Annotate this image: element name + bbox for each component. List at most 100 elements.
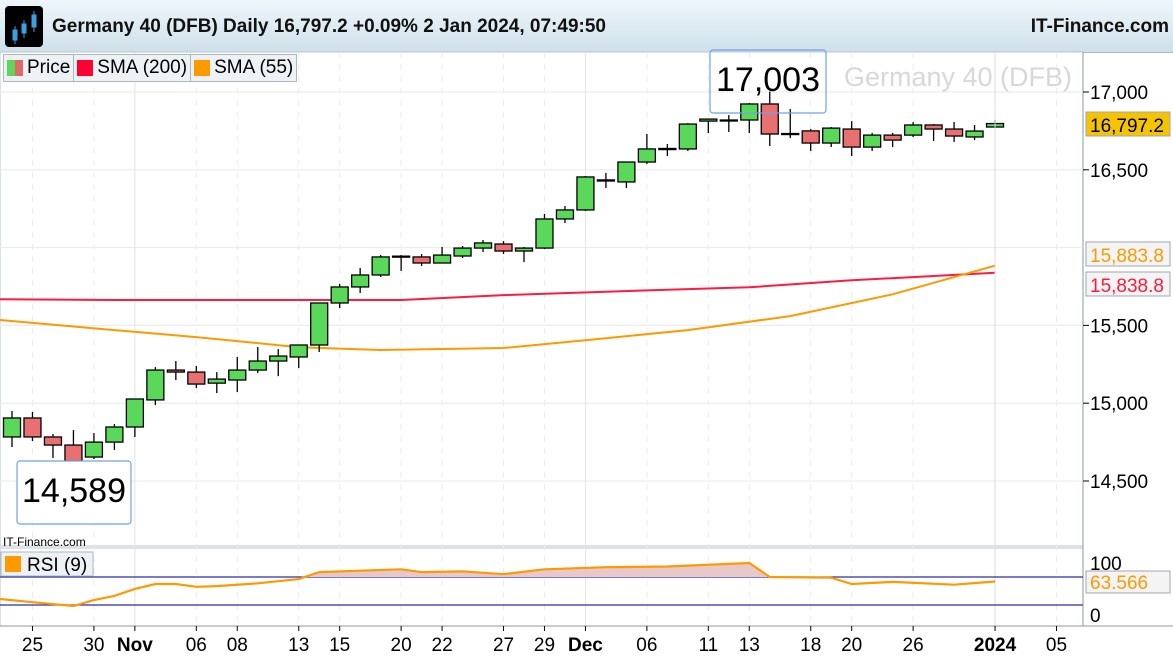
candle-body: [555, 209, 575, 220]
candle-body: [105, 426, 124, 443]
candle: [391, 255, 411, 271]
y-tick-label: 15,000: [1090, 394, 1148, 415]
candle-body: [863, 134, 882, 148]
candle: [514, 246, 534, 263]
candle: [678, 123, 697, 151]
x-tick-label: 20: [841, 635, 862, 656]
candle-body: [822, 127, 841, 144]
candle: [576, 176, 595, 212]
rsi-panel: [0, 547, 1084, 627]
candle-body: [883, 134, 902, 141]
legend-price[interactable]: Price: [4, 55, 75, 81]
candle: [903, 122, 923, 138]
x-tick-label: 25: [22, 635, 43, 656]
candle: [23, 411, 42, 442]
candle: [842, 121, 861, 156]
candle: [2, 410, 22, 448]
candle: [617, 161, 636, 189]
candle: [84, 433, 104, 460]
x-tick-label: 08: [227, 635, 248, 656]
candle: [330, 284, 349, 308]
candle-body: [125, 398, 145, 428]
candle-body: [351, 274, 370, 288]
low-annotation-box: [16, 460, 132, 525]
x-tick-label: 20: [391, 635, 412, 656]
legend-label: SMA (200): [97, 57, 188, 78]
candle-body: [84, 441, 104, 458]
sma200-value-label-box: [1085, 271, 1171, 297]
candle-body: [166, 369, 185, 373]
candle-body: [842, 128, 861, 148]
legend-sma200[interactable]: SMA (200): [74, 55, 192, 81]
candle-body: [146, 369, 165, 401]
y-tick-label: 15,500: [1090, 316, 1148, 337]
candle-body: [2, 417, 22, 438]
y-tick-label: 16,500: [1090, 161, 1148, 182]
rsi-value-label: 63.566: [1090, 573, 1148, 594]
x-tick-label: 15: [329, 635, 350, 656]
candle-body: [228, 369, 247, 381]
high-annotation-box: [709, 49, 827, 114]
price-panel: [0, 51, 1084, 547]
x-tick-label: 30: [83, 635, 104, 656]
last-price-label-box: [1085, 111, 1171, 137]
chart-header: Germany 40 (DFB) Daily 16,797.2 +0.09% 2…: [0, 0, 1173, 53]
candle-body: [330, 286, 349, 304]
candle: [822, 127, 841, 148]
candle-body: [43, 436, 63, 446]
candle-body: [514, 247, 534, 252]
candle-body: [965, 130, 984, 138]
candle: [535, 213, 554, 250]
candle-body: [310, 302, 329, 346]
candle-body: [289, 344, 308, 358]
candle-body: [64, 444, 83, 462]
candle-body: [658, 147, 677, 151]
x-tick-label: 29: [534, 635, 555, 656]
legend-label: Price: [27, 57, 71, 78]
candle: [555, 206, 575, 224]
candle: [637, 134, 657, 165]
candle: [699, 118, 718, 134]
rsi-tick-label: 100: [1090, 554, 1122, 575]
rsi-tick-label: 0: [1090, 606, 1101, 627]
candle: [269, 349, 288, 377]
candle-body: [678, 123, 697, 150]
x-tick-label: 13: [739, 635, 760, 656]
rsi-overbought-fill: [0, 563, 996, 577]
candle: [494, 241, 513, 254]
candle: [781, 109, 800, 139]
rsi-legend-label: RSI (9): [27, 555, 87, 576]
candle: [125, 398, 145, 437]
candle: [351, 267, 370, 294]
candle: [924, 124, 943, 142]
candle-body: [781, 132, 800, 136]
low-annotation: 14,589: [22, 472, 126, 510]
candle-body: [740, 103, 759, 121]
candle: [146, 367, 165, 406]
candle: [432, 246, 452, 264]
y-tick-label: 17,000: [1090, 83, 1148, 104]
x-tick-label: 06: [186, 635, 207, 656]
high-annotation: 17,003: [716, 61, 820, 99]
candle: [760, 91, 779, 146]
candle-body: [371, 256, 390, 276]
brand-name: IT-Finance.com: [1030, 16, 1169, 37]
candle: [473, 239, 493, 252]
candle: [187, 366, 206, 389]
sma200-line: [0, 271, 996, 301]
sma55-swatch: [194, 60, 211, 76]
candle: [740, 103, 759, 134]
candle-body: [391, 255, 411, 258]
candle-body: [453, 247, 472, 257]
candle: [43, 434, 63, 458]
legend-sma55[interactable]: SMA (55): [191, 55, 296, 81]
candle-body: [924, 124, 943, 130]
candle-body: [699, 118, 718, 122]
candle: [371, 255, 390, 278]
candle: [944, 122, 964, 142]
sma55-value-label: 15,883.8: [1090, 246, 1164, 267]
candle: [596, 172, 616, 189]
candle-body: [432, 254, 452, 264]
sma55-value-label-box: [1085, 241, 1171, 267]
